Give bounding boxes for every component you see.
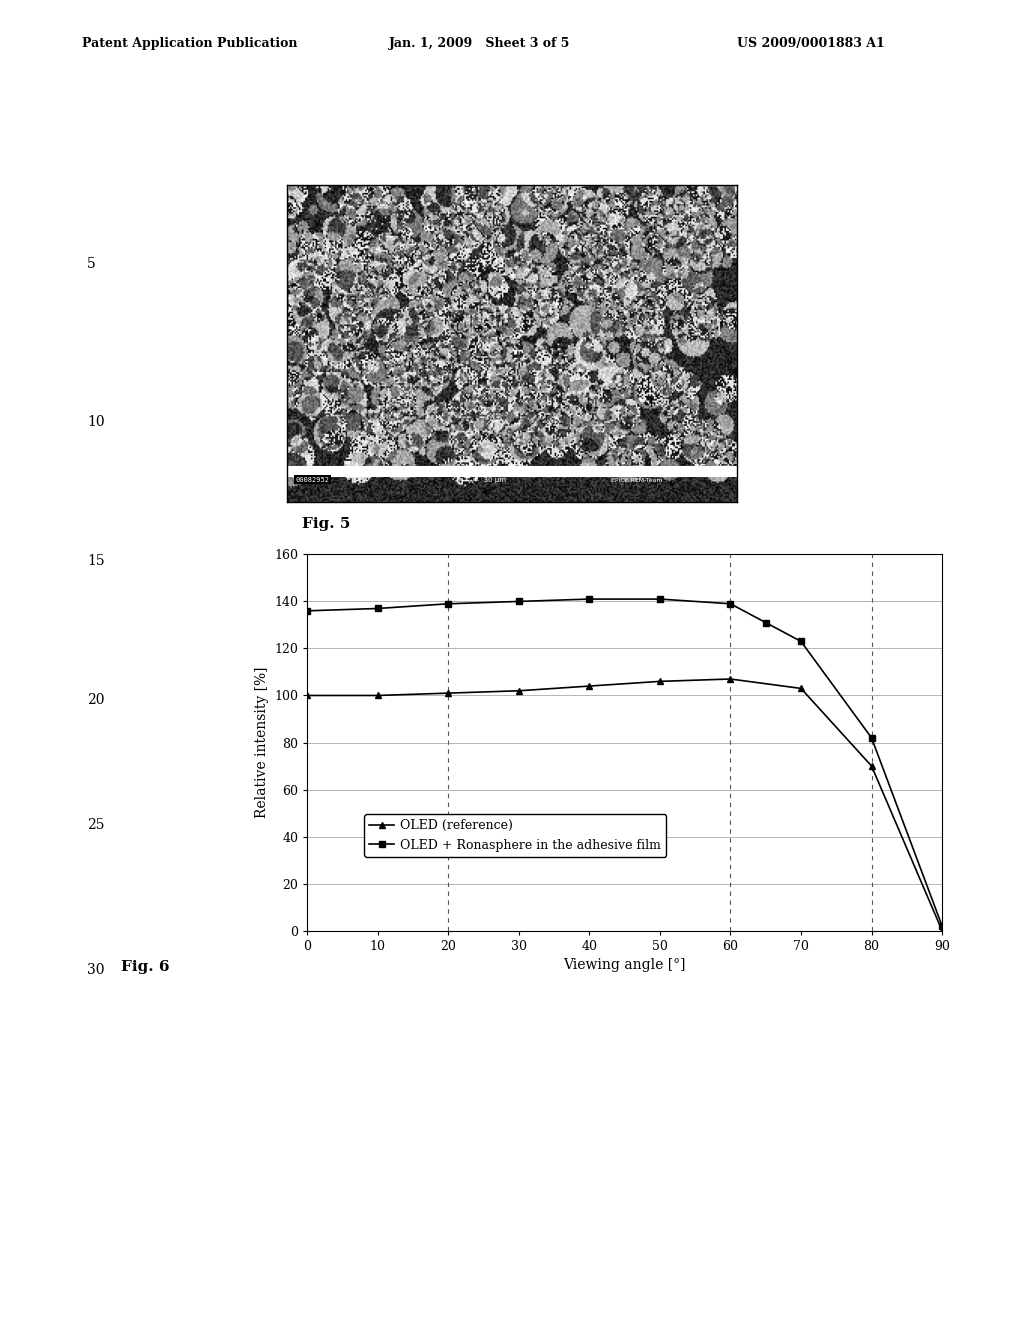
OLED (reference) [372, 688, 384, 704]
Line: OLED (reference): OLED (reference) [304, 676, 945, 935]
Text: 10: 10 [87, 416, 104, 429]
Text: 00082952: 00082952 [296, 477, 330, 483]
OLED (reference) [865, 758, 878, 774]
Text: 5: 5 [87, 257, 96, 271]
OLED (reference) [724, 671, 736, 686]
OLED + Ronasphere in the adhesive film [724, 595, 736, 611]
OLED + Ronasphere in the adhesive film [301, 603, 313, 619]
Text: US 2009/0001883 A1: US 2009/0001883 A1 [737, 37, 885, 50]
Text: 15: 15 [87, 554, 104, 568]
OLED + Ronasphere in the adhesive film [653, 591, 666, 607]
OLED + Ronasphere in the adhesive film [865, 730, 878, 746]
OLED (reference) [442, 685, 455, 701]
Text: 25: 25 [87, 818, 104, 832]
Text: ———  30 μm: ——— 30 μm [458, 477, 506, 483]
OLED + Ronasphere in the adhesive film [760, 615, 772, 631]
Text: Jan. 1, 2009   Sheet 3 of 5: Jan. 1, 2009 Sheet 3 of 5 [389, 37, 570, 50]
Y-axis label: Relative intensity [%]: Relative intensity [%] [255, 667, 268, 818]
Text: Fig. 5: Fig. 5 [302, 517, 350, 532]
Text: 20: 20 [87, 693, 104, 706]
OLED (reference) [513, 682, 525, 698]
OLED + Ronasphere in the adhesive film [584, 591, 596, 607]
OLED (reference) [584, 678, 596, 694]
OLED + Ronasphere in the adhesive film [372, 601, 384, 616]
OLED + Ronasphere in the adhesive film [513, 594, 525, 610]
Text: Patent Application Publication: Patent Application Publication [82, 37, 297, 50]
Line: OLED + Ronasphere in the adhesive film: OLED + Ronasphere in the adhesive film [304, 595, 945, 929]
OLED + Ronasphere in the adhesive film [936, 917, 948, 933]
X-axis label: Viewing angle [°]: Viewing angle [°] [563, 958, 686, 973]
Text: Fig. 6: Fig. 6 [121, 960, 169, 974]
Text: 30: 30 [87, 964, 104, 977]
OLED + Ronasphere in the adhesive film [795, 634, 807, 649]
OLED (reference) [936, 923, 948, 939]
OLED (reference) [653, 673, 666, 689]
OLED + Ronasphere in the adhesive film [442, 595, 455, 611]
Text: EPICE REM-Team: EPICE REM-Team [611, 478, 663, 483]
Legend: OLED (reference), OLED + Ronasphere in the adhesive film: OLED (reference), OLED + Ronasphere in t… [365, 814, 667, 857]
OLED (reference) [301, 688, 313, 704]
OLED (reference) [795, 681, 807, 697]
